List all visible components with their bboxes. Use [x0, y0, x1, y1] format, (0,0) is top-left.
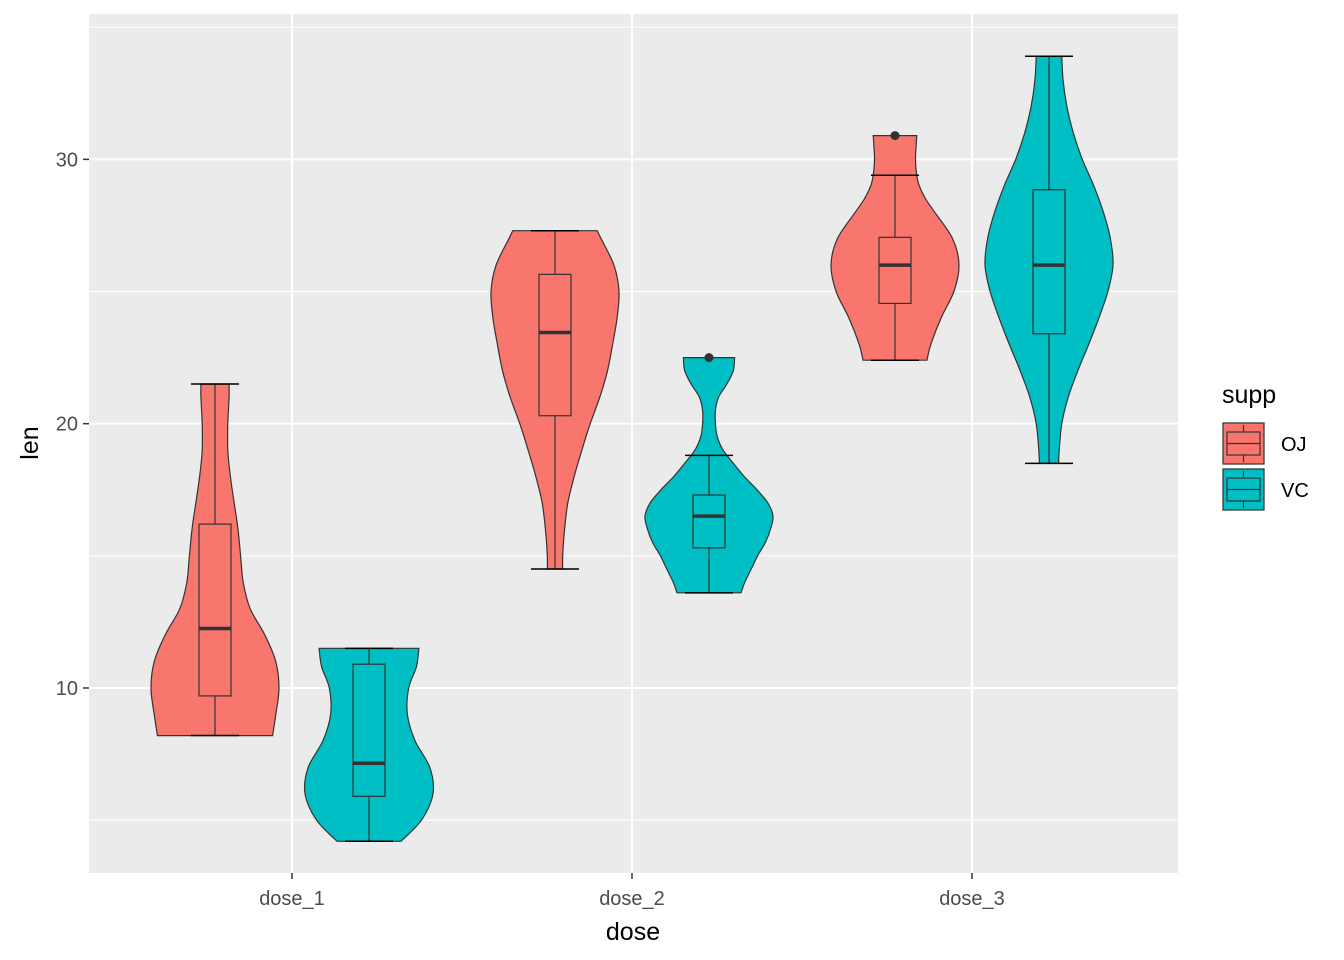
- y-tick-label: 30: [56, 149, 78, 171]
- legend-label-OJ: OJ: [1281, 434, 1307, 456]
- legend-label-VC: VC: [1281, 480, 1309, 502]
- x-tick-label: dose_3: [939, 888, 1005, 910]
- violins: [150, 55, 1114, 843]
- plot-panel: [89, 14, 1178, 873]
- y-tick-label: 20: [56, 414, 78, 436]
- x-tick-label: dose_1: [259, 888, 325, 910]
- outlier-point: [890, 131, 900, 141]
- box-VC-dose_3: [1032, 189, 1066, 335]
- x-axis-title: dose: [606, 918, 660, 946]
- box-OJ-dose_3: [878, 236, 912, 305]
- y-axis-title: len: [16, 426, 44, 459]
- legend: supp OJ VC: [1222, 381, 1309, 511]
- legend-title: supp: [1222, 381, 1276, 409]
- y-tick-label: 10: [56, 678, 78, 700]
- axes: 10 20 30 dose_1 dose_2 dose_3: [56, 149, 1005, 910]
- x-tick-label: dose_2: [599, 888, 665, 910]
- outlier-point: [704, 353, 714, 363]
- box-VC-dose_1: [352, 663, 386, 797]
- box-OJ-dose_2: [538, 273, 572, 417]
- box-VC-dose_2: [692, 494, 726, 549]
- box-OJ-dose_1: [198, 523, 232, 697]
